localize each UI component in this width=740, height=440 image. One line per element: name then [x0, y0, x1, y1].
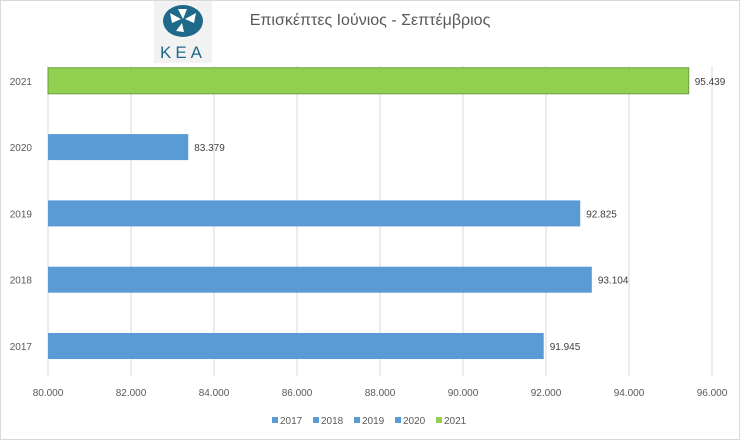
legend-label: 2019 [362, 416, 385, 427]
y-tick-label: 2019 [10, 209, 33, 220]
kea-logo-icon [163, 5, 203, 37]
data-label: 91.945 [550, 342, 581, 353]
data-label: 92.825 [586, 209, 617, 220]
legend-swatch-2021 [436, 417, 442, 423]
x-tick-label: 82.000 [116, 388, 147, 399]
x-tick-label: 88.000 [365, 388, 396, 399]
legend-swatch-2020 [395, 417, 401, 423]
y-tick-label: 2017 [10, 342, 33, 353]
x-tick-label: 90.000 [448, 388, 479, 399]
x-tick-label: 84.000 [199, 388, 230, 399]
chart-title: Επισκέπτες Ιούνιος - Σεπτέμβριος [249, 12, 491, 29]
data-label: 95.439 [695, 77, 726, 88]
legend-swatch-2019 [354, 417, 360, 423]
y-tick-label: 2018 [10, 276, 33, 287]
legend-swatch-2018 [313, 417, 319, 423]
legend-swatch-2017 [272, 417, 278, 423]
legend-label: 2021 [444, 416, 467, 427]
legend-label: 2018 [321, 416, 344, 427]
y-tick-label: 2021 [10, 77, 33, 88]
legend-label: 2017 [280, 416, 303, 427]
x-tick-label: 94.000 [614, 388, 645, 399]
bar-2017 [48, 333, 544, 359]
bar-2020 [48, 134, 189, 161]
kea-logo: ΚΕΑ [154, 1, 212, 63]
x-tick-label: 86.000 [282, 388, 313, 399]
data-label: 83.379 [194, 143, 225, 154]
legend-label: 2020 [403, 416, 426, 427]
y-tick-label: 2020 [10, 143, 33, 154]
x-tick-label: 92.000 [531, 388, 562, 399]
data-label: 93.104 [598, 276, 629, 287]
bar-2018 [48, 266, 592, 293]
x-tick-label: 80.000 [33, 388, 64, 399]
logo-text: ΚΕΑ [159, 43, 207, 62]
x-tick-label: 96.000 [697, 388, 728, 399]
bar-2019 [48, 200, 581, 227]
bar-2021 [47, 67, 690, 95]
